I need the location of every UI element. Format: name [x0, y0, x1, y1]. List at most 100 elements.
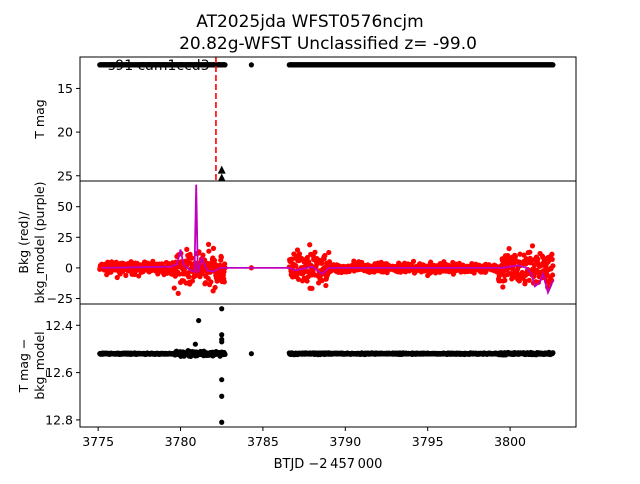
- bkg-point: [212, 284, 218, 291]
- bkg-point: [293, 263, 299, 269]
- detrended-point: [248, 351, 254, 357]
- upper-limit-marker: [217, 173, 226, 181]
- bkg-point: [323, 282, 329, 289]
- upper-limit-marker: [217, 165, 226, 174]
- y-tick-label: 12.6: [45, 365, 73, 380]
- y-tick-label: −25: [47, 291, 73, 306]
- y-axis-label: bkg_model: [32, 331, 47, 399]
- detrended-outlier: [219, 393, 225, 399]
- detrended-outlier: [219, 339, 225, 345]
- detrended-outlier: [219, 377, 225, 383]
- panel-1: s91 cam1ccd3 15 20 25 T mag: [32, 56, 577, 183]
- bkg-point: [222, 261, 228, 267]
- bkg-point: [304, 278, 310, 284]
- bkg-point: [410, 258, 417, 265]
- bkg-point: [549, 251, 555, 257]
- chart-title-line-1: AT2025jda WFST0576ncjm: [196, 12, 423, 32]
- bkg-point: [522, 278, 528, 284]
- bkg-point: [304, 254, 311, 261]
- bkg-point: [136, 273, 142, 279]
- bkg-point: [545, 259, 551, 265]
- y-tick-label: 15: [57, 81, 73, 96]
- x-tick-label: 3785: [247, 434, 279, 449]
- x-tick-label: 3790: [329, 434, 361, 449]
- detrended-outlier: [196, 317, 202, 324]
- detrended-point: [550, 350, 556, 356]
- bkg-point: [322, 252, 328, 259]
- bkg-point: [351, 258, 357, 264]
- bkg-point: [114, 274, 120, 281]
- bkg-point: [184, 246, 190, 252]
- bkg-point: [527, 249, 533, 255]
- y-tick-label: 50: [57, 199, 73, 214]
- bkg-point: [319, 277, 325, 284]
- bkg-point: [512, 253, 518, 260]
- bkg-point: [189, 278, 195, 284]
- bkg-point: [218, 254, 224, 260]
- x-tick-label: 3795: [412, 434, 444, 449]
- bkg-point: [516, 278, 522, 284]
- x-tick-label: 3780: [165, 434, 197, 449]
- bkg-point: [428, 269, 434, 275]
- bkg-point: [535, 256, 541, 262]
- y-tick-label: 0: [65, 260, 73, 275]
- bkg-point: [295, 276, 302, 282]
- bkg-point: [296, 251, 303, 257]
- y-tick-label: 25: [57, 230, 73, 245]
- detrended-outlier: [219, 419, 225, 425]
- x-tick-label: 3800: [494, 434, 526, 449]
- panel-3: 12.4 12.6 12.8 T mag − bkg_model 3775 3780 3785…: [16, 303, 577, 449]
- bkg-point: [326, 249, 332, 256]
- y-axis-label: bkg_model (purple): [32, 181, 47, 303]
- detrended-point: [222, 351, 228, 358]
- bkg-point: [186, 274, 192, 280]
- bkg-point: [175, 290, 181, 296]
- bkg-point: [221, 269, 227, 275]
- bkg-point: [206, 248, 212, 254]
- y-axis-label: T mag −: [16, 339, 31, 394]
- bkg-point: [123, 272, 129, 279]
- panel-frame: [79, 303, 577, 428]
- lc-point: [222, 62, 228, 68]
- bkg-point: [529, 243, 536, 249]
- y-tick-label: 12.8: [45, 412, 73, 427]
- bkg-point: [208, 279, 214, 285]
- bkg-point: [549, 256, 555, 263]
- bkg-point: [326, 259, 333, 265]
- panel-2: 50 25 0 −25 Bkg (red)/bkg_model (purple): [16, 180, 577, 306]
- y-tick-label: 12.4: [45, 318, 73, 333]
- bkg-point: [517, 251, 523, 257]
- data-layer: [97, 306, 556, 425]
- bkg-point: [202, 280, 209, 286]
- bkg-point: [221, 279, 227, 285]
- bkg-point: [319, 260, 325, 266]
- bkg-point: [211, 257, 218, 263]
- bkg-point: [200, 252, 206, 258]
- lc-point: [550, 62, 556, 68]
- bkg-point: [550, 272, 556, 278]
- bkg-model-line: [101, 184, 554, 296]
- bkg-point: [171, 285, 177, 291]
- bkg-point: [550, 263, 556, 269]
- bkg-point: [502, 277, 508, 283]
- panel-frame: [79, 56, 577, 182]
- y-axis-label: Bkg (red)/: [16, 211, 31, 274]
- detrended-outlier: [192, 341, 198, 347]
- detrended-outlier: [219, 306, 225, 312]
- data-layer: [97, 184, 556, 296]
- bkg-point: [294, 247, 301, 253]
- bkg-point: [312, 249, 318, 255]
- detrended-outlier: [219, 332, 225, 338]
- bkg-point: [510, 266, 516, 272]
- bkg-point: [506, 246, 512, 252]
- bkg-point: [307, 242, 313, 248]
- bkg-point: [189, 255, 195, 261]
- bkg-point: [309, 285, 315, 291]
- lc-point: [248, 62, 254, 68]
- data-layer: [97, 57, 556, 181]
- x-axis-label: BTJD −2 457 000: [274, 457, 383, 472]
- y-tick-label: 25: [57, 168, 73, 183]
- y-tick-label: 20: [57, 125, 73, 140]
- bkg-point: [185, 269, 192, 276]
